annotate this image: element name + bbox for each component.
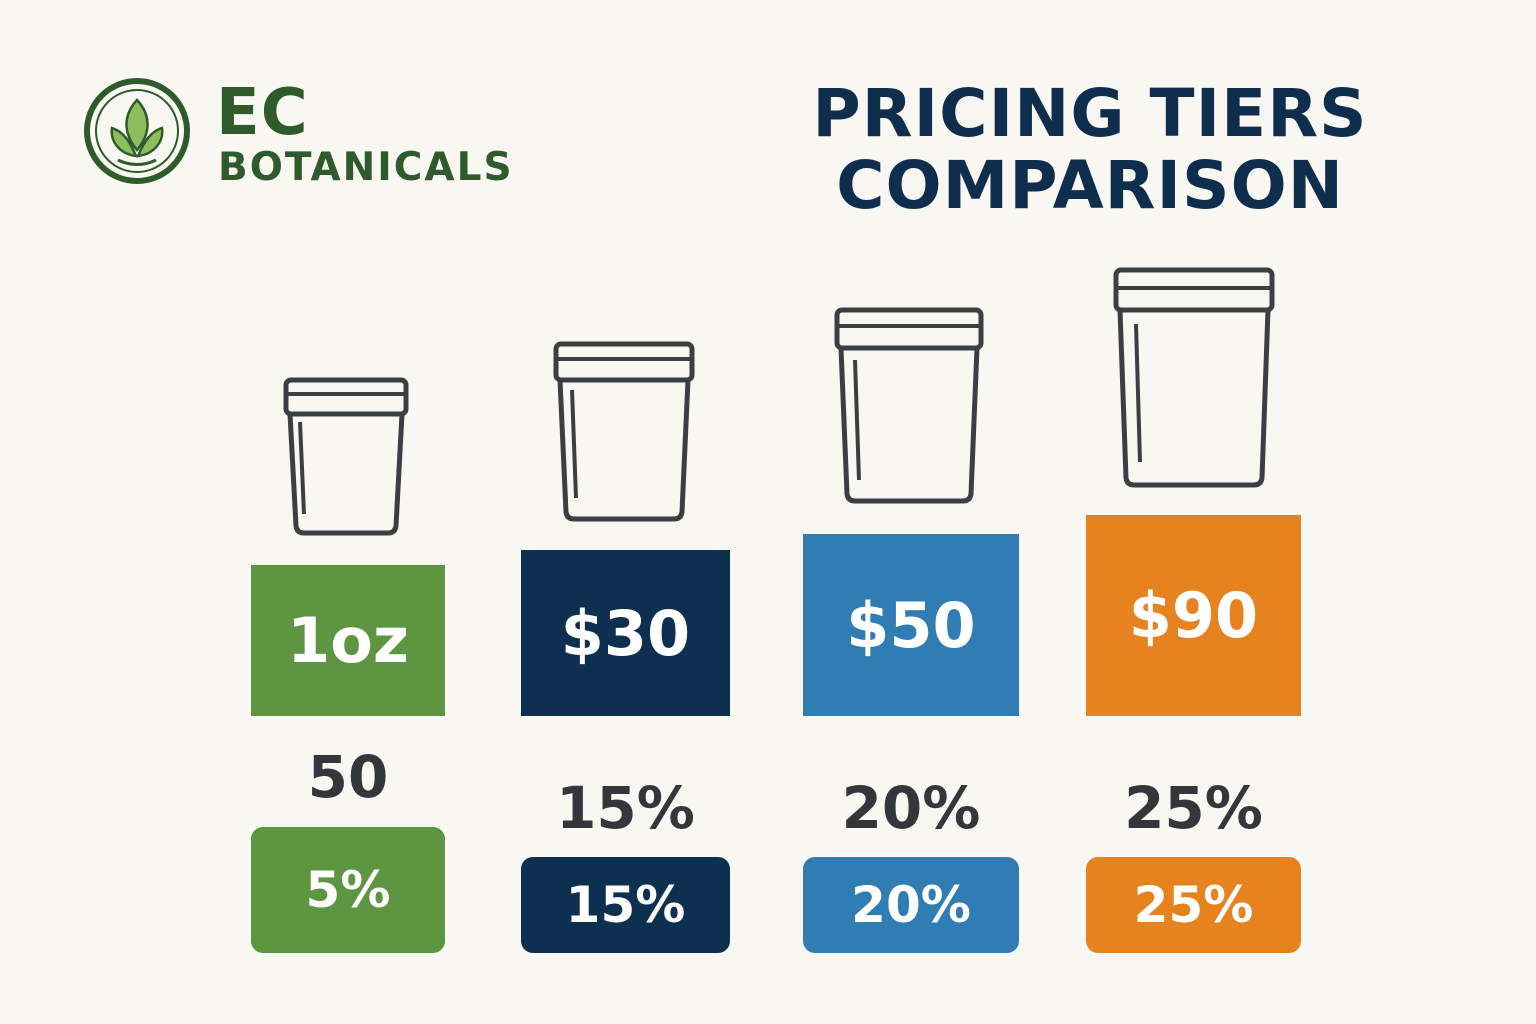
leaf-circle-icon	[84, 78, 190, 184]
tier-1-discount-badge: 5%	[251, 827, 445, 953]
jar-icon	[282, 376, 410, 538]
tier-4-box: $90	[1086, 515, 1301, 716]
tier-3-discount-badge: 20%	[803, 857, 1019, 953]
tier-4-discount-badge: 25%	[1086, 857, 1301, 953]
jar-icon	[552, 340, 696, 524]
tier-2-mid-label: 15%	[556, 774, 695, 842]
page-title-line1: PRICING TIERS	[812, 75, 1368, 152]
tier-2-discount-badge: 15%	[521, 857, 730, 953]
tier-4-mid-label: 25%	[1124, 774, 1263, 842]
tier-1-box: 1oz	[251, 565, 445, 716]
brand-name-line1: EC	[216, 76, 309, 150]
jar-icon	[1112, 266, 1276, 490]
page-title: PRICING TIERS COMPARISON	[770, 78, 1410, 222]
tier-1-quantity: 50	[307, 743, 389, 811]
tier-3-box: $50	[803, 534, 1019, 716]
brand-logo: EC BOTANICALS	[82, 76, 552, 196]
tier-2-box: $30	[521, 550, 730, 716]
brand-name-line2: BOTANICALS	[218, 145, 514, 190]
jar-icon	[833, 306, 985, 506]
page-title-line2: COMPARISON	[836, 147, 1344, 224]
tier-3-mid-label: 20%	[841, 774, 981, 842]
